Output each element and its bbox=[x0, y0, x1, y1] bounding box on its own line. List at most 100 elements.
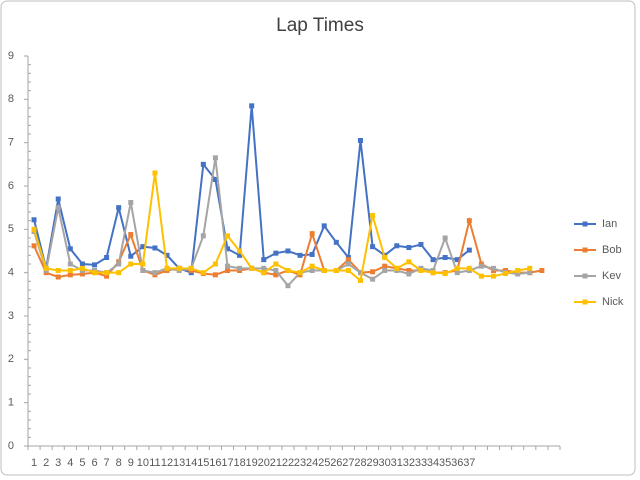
marker bbox=[273, 250, 279, 256]
x-tick-label: 35 bbox=[439, 457, 451, 469]
marker bbox=[261, 270, 267, 276]
marker bbox=[382, 255, 388, 260]
x-tick-label: 7 bbox=[104, 457, 110, 469]
marker bbox=[188, 265, 194, 271]
marker bbox=[358, 270, 363, 276]
x-tick-label: 10 bbox=[137, 457, 149, 469]
marker bbox=[515, 268, 521, 273]
marker bbox=[55, 274, 61, 280]
marker bbox=[285, 268, 291, 273]
marker bbox=[321, 268, 327, 273]
marker bbox=[128, 253, 134, 259]
y-tick-label: 9 bbox=[8, 50, 14, 62]
marker bbox=[212, 177, 218, 182]
legend-label: Kev bbox=[602, 270, 621, 282]
chart-title: Lap Times bbox=[276, 15, 364, 36]
marker bbox=[309, 263, 315, 269]
x-tick-label: 17 bbox=[221, 457, 233, 469]
x-tick-label: 4 bbox=[67, 457, 73, 469]
marker bbox=[406, 268, 412, 273]
marker bbox=[225, 268, 230, 273]
marker bbox=[237, 252, 243, 258]
marker bbox=[200, 270, 206, 276]
marker bbox=[55, 205, 61, 211]
marker bbox=[92, 262, 97, 268]
marker bbox=[285, 283, 291, 289]
legend-marker bbox=[582, 247, 588, 253]
x-tick-label: 36 bbox=[451, 457, 463, 469]
x-tick-label: 24 bbox=[306, 457, 318, 469]
marker bbox=[140, 268, 146, 273]
legend-marker bbox=[582, 273, 588, 279]
y-tick-label: 4 bbox=[8, 267, 14, 279]
y-tick-label: 5 bbox=[8, 223, 14, 235]
marker bbox=[442, 235, 448, 241]
marker bbox=[92, 270, 97, 276]
legend-marker bbox=[582, 221, 588, 227]
marker bbox=[430, 270, 436, 276]
marker bbox=[164, 265, 170, 271]
marker bbox=[309, 268, 315, 273]
x-tick-label: 29 bbox=[366, 457, 378, 469]
marker bbox=[261, 257, 267, 263]
marker bbox=[358, 138, 363, 143]
marker bbox=[345, 268, 351, 273]
marker bbox=[104, 273, 110, 279]
marker bbox=[237, 265, 243, 271]
x-tick-label: 37 bbox=[463, 457, 475, 469]
marker bbox=[225, 263, 230, 269]
marker bbox=[406, 271, 412, 277]
marker bbox=[454, 270, 460, 276]
marker bbox=[345, 257, 351, 263]
marker bbox=[539, 268, 545, 273]
marker bbox=[333, 239, 339, 245]
marker bbox=[104, 255, 110, 260]
x-tick-label: 30 bbox=[379, 457, 391, 469]
y-tick-label: 6 bbox=[8, 180, 14, 192]
marker bbox=[128, 261, 134, 267]
x-tick-label: 19 bbox=[246, 457, 258, 469]
marker bbox=[527, 265, 533, 271]
y-tick-label: 3 bbox=[8, 310, 14, 322]
marker bbox=[273, 261, 279, 267]
marker bbox=[394, 243, 400, 249]
marker bbox=[370, 244, 376, 250]
x-tick-label: 28 bbox=[354, 457, 366, 469]
marker bbox=[67, 268, 73, 273]
marker bbox=[249, 265, 255, 271]
x-tick-label: 21 bbox=[270, 457, 282, 469]
marker bbox=[515, 271, 521, 277]
marker bbox=[478, 273, 484, 279]
marker bbox=[237, 248, 243, 254]
x-tick-label: 22 bbox=[282, 457, 294, 469]
marker bbox=[55, 196, 61, 202]
x-tick-label: 25 bbox=[318, 457, 330, 469]
marker bbox=[466, 218, 472, 224]
legend-label: Nick bbox=[602, 296, 624, 308]
y-tick-label: 8 bbox=[8, 93, 14, 105]
marker bbox=[128, 232, 134, 238]
marker bbox=[176, 265, 182, 271]
x-tick-label: 23 bbox=[294, 457, 306, 469]
marker bbox=[200, 233, 206, 239]
marker bbox=[491, 265, 496, 271]
x-tick-label: 32 bbox=[403, 457, 415, 469]
marker bbox=[466, 265, 472, 271]
marker bbox=[382, 268, 388, 273]
marker bbox=[43, 265, 49, 271]
marker bbox=[418, 268, 424, 273]
marker bbox=[527, 270, 533, 276]
y-tick-label: 2 bbox=[8, 353, 14, 365]
marker bbox=[466, 247, 472, 253]
marker bbox=[273, 272, 279, 278]
x-tick-label: 2 bbox=[43, 457, 49, 469]
marker bbox=[212, 155, 218, 161]
marker bbox=[249, 103, 255, 109]
y-tick-label: 0 bbox=[8, 440, 14, 452]
marker bbox=[79, 261, 85, 267]
x-tick-label: 31 bbox=[391, 457, 403, 469]
marker bbox=[491, 273, 496, 279]
x-tick-label: 11 bbox=[149, 457, 160, 469]
legend-label: Ian bbox=[602, 218, 617, 230]
